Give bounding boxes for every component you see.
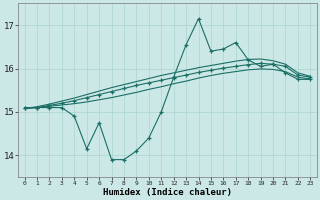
X-axis label: Humidex (Indice chaleur): Humidex (Indice chaleur) [103, 188, 232, 197]
